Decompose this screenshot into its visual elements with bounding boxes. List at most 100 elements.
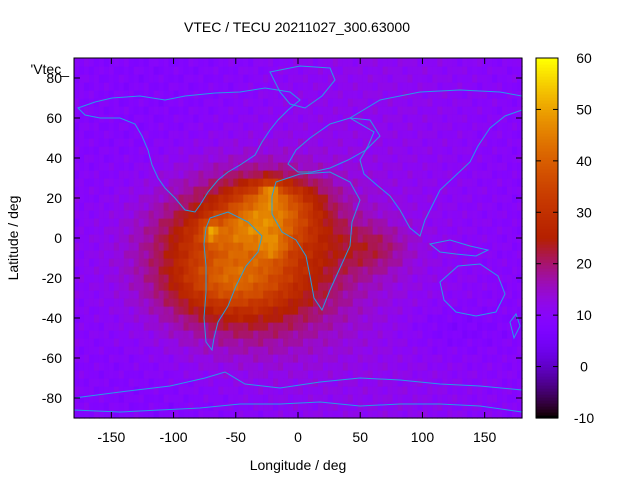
heatmap-cell bbox=[412, 218, 419, 227]
heatmap-cell bbox=[238, 98, 244, 107]
heatmap-cell bbox=[352, 130, 359, 139]
heatmap-cell bbox=[168, 314, 175, 323]
heatmap-cell bbox=[198, 370, 205, 379]
heatmap-cell bbox=[387, 346, 394, 355]
heatmap-cell bbox=[268, 298, 274, 307]
heatmap-cell bbox=[233, 242, 239, 251]
heatmap-cell bbox=[218, 346, 224, 355]
heatmap-cell bbox=[362, 226, 369, 235]
heatmap-cell bbox=[347, 170, 354, 179]
heatmap-cell bbox=[392, 258, 399, 267]
colorbar-step bbox=[536, 154, 558, 158]
colorbar-step bbox=[536, 310, 558, 314]
heatmap-cell bbox=[213, 226, 219, 235]
heatmap-cell bbox=[263, 186, 269, 195]
heatmap-cell bbox=[213, 234, 219, 243]
heatmap-cell bbox=[133, 218, 140, 227]
colorbar-step bbox=[536, 400, 558, 404]
heatmap-cell bbox=[138, 314, 145, 323]
heatmap-cell bbox=[218, 274, 224, 283]
heatmap-cell bbox=[148, 202, 155, 211]
heatmap-cell bbox=[223, 250, 229, 259]
heatmap-cell bbox=[472, 242, 478, 251]
heatmap-cell bbox=[312, 322, 319, 331]
heatmap-cell bbox=[452, 114, 458, 123]
heatmap-cell bbox=[377, 162, 384, 171]
heatmap-cell bbox=[347, 386, 354, 395]
heatmap-cell bbox=[163, 202, 170, 211]
heatmap-cell bbox=[412, 154, 419, 163]
heatmap-cell bbox=[183, 274, 190, 283]
heatmap-cell bbox=[317, 122, 324, 131]
heatmap-cell bbox=[128, 410, 135, 419]
heatmap-cell bbox=[293, 106, 299, 115]
heatmap-cell bbox=[307, 82, 314, 91]
heatmap-cell bbox=[178, 258, 185, 267]
heatmap-cell bbox=[268, 346, 274, 355]
heatmap-cell bbox=[482, 106, 488, 115]
heatmap-cell bbox=[198, 258, 205, 267]
heatmap-cell bbox=[283, 202, 289, 211]
heatmap-cell bbox=[178, 186, 185, 195]
heatmap-cell bbox=[307, 194, 314, 203]
heatmap-cell bbox=[457, 162, 463, 171]
heatmap-cell bbox=[452, 274, 458, 283]
heatmap-cell bbox=[312, 178, 319, 187]
heatmap-cell bbox=[302, 362, 309, 371]
heatmap-cell bbox=[367, 234, 374, 243]
heatmap-cell bbox=[497, 154, 503, 163]
heatmap-cell bbox=[123, 98, 130, 107]
heatmap-cell bbox=[327, 258, 334, 267]
heatmap-cell bbox=[347, 242, 354, 251]
heatmap-cell bbox=[307, 378, 314, 387]
heatmap-cell bbox=[268, 226, 274, 235]
heatmap-cell bbox=[342, 354, 349, 363]
colorbar-step bbox=[536, 85, 558, 89]
heatmap-cell bbox=[402, 146, 409, 155]
heatmap-cell bbox=[507, 130, 513, 139]
heatmap-cell bbox=[293, 170, 299, 179]
heatmap-cell bbox=[108, 242, 115, 251]
heatmap-cell bbox=[382, 274, 389, 283]
heatmap-cell bbox=[372, 338, 379, 347]
heatmap-cell bbox=[377, 146, 384, 155]
heatmap-cell bbox=[442, 378, 448, 387]
heatmap-cell bbox=[163, 274, 170, 283]
heatmap-cell bbox=[382, 346, 389, 355]
heatmap-cell bbox=[367, 266, 374, 275]
heatmap-cell bbox=[278, 378, 284, 387]
heatmap-cell bbox=[143, 242, 150, 251]
heatmap-cell bbox=[312, 314, 319, 323]
heatmap-cell bbox=[83, 138, 90, 147]
heatmap-cell bbox=[402, 178, 409, 187]
heatmap-cell bbox=[447, 122, 453, 131]
heatmap-cell bbox=[382, 218, 389, 227]
heatmap-cell bbox=[422, 90, 429, 99]
heatmap-cell bbox=[457, 194, 463, 203]
heatmap-cell bbox=[357, 74, 364, 83]
heatmap-cell bbox=[377, 362, 384, 371]
heatmap-cell bbox=[447, 322, 453, 331]
heatmap-cell bbox=[447, 370, 453, 379]
heatmap-cell bbox=[327, 58, 334, 67]
colorbar-step bbox=[536, 217, 558, 221]
heatmap-cell bbox=[78, 346, 85, 355]
heatmap-cell bbox=[337, 346, 344, 355]
heatmap-cell bbox=[507, 290, 513, 299]
heatmap-cell bbox=[462, 66, 468, 75]
heatmap-cell bbox=[293, 378, 299, 387]
heatmap-cell bbox=[233, 234, 239, 243]
heatmap-cell bbox=[133, 306, 140, 315]
heatmap-cell bbox=[163, 314, 170, 323]
heatmap-cell bbox=[497, 162, 503, 171]
heatmap-cell bbox=[502, 354, 508, 363]
heatmap-cell bbox=[352, 250, 359, 259]
heatmap-cell bbox=[168, 282, 175, 291]
heatmap-cell bbox=[442, 114, 448, 123]
heatmap-cell bbox=[198, 338, 205, 347]
heatmap-cell bbox=[417, 234, 424, 243]
heatmap-cell bbox=[143, 274, 150, 283]
heatmap-cell bbox=[472, 218, 478, 227]
heatmap-cell bbox=[93, 394, 100, 403]
heatmap-cell bbox=[138, 146, 145, 155]
